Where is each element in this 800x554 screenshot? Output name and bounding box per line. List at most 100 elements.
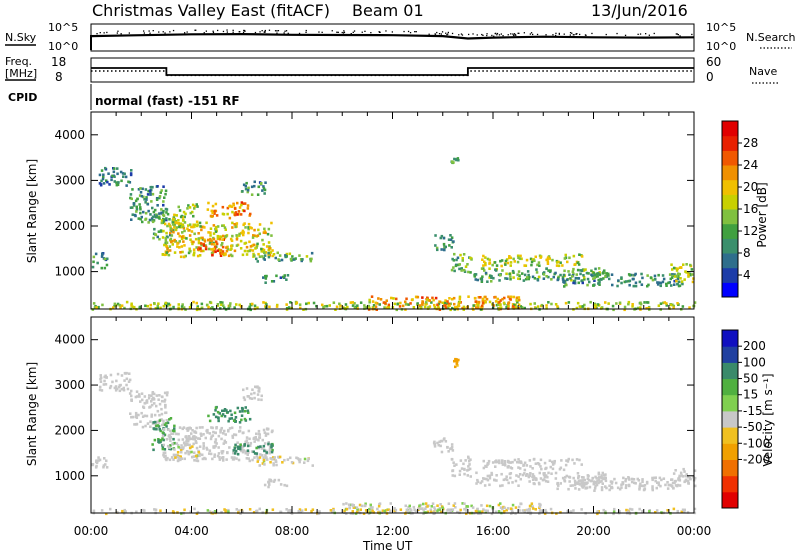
echo-cell <box>585 271 589 275</box>
echo-cell <box>193 507 196 511</box>
echo-cell <box>136 395 139 398</box>
echo-cell <box>162 214 166 217</box>
echo-cell <box>144 218 147 221</box>
echo-cell <box>107 172 110 175</box>
echo-cell <box>155 404 158 408</box>
echo-cell <box>488 276 491 279</box>
echo-cell <box>438 440 441 444</box>
echo-cell <box>263 258 266 261</box>
echo-cell <box>367 304 371 308</box>
echo-cell <box>434 244 437 247</box>
echo-cell <box>158 196 161 200</box>
echo-cell <box>676 277 680 280</box>
echo-cell <box>213 243 216 246</box>
n-sky-point <box>624 34 627 36</box>
echo-cell <box>495 479 498 482</box>
n-sky-point <box>276 32 278 34</box>
echo-cell <box>483 299 487 303</box>
echo-cell <box>492 276 495 280</box>
echo-cell <box>528 504 532 508</box>
echo-cell <box>156 185 159 188</box>
echo-cell <box>438 508 442 512</box>
echo-cell <box>250 397 254 400</box>
echo-cell <box>267 253 270 257</box>
echo-cell <box>247 429 251 433</box>
echo-cell <box>240 406 244 410</box>
echo-cell <box>161 444 164 447</box>
echo-cell <box>631 303 634 306</box>
echo-cell <box>515 474 518 477</box>
colorbar-swatch <box>722 459 738 477</box>
echo-cell <box>580 255 584 258</box>
echo-cell <box>157 398 160 401</box>
echo-cell <box>456 364 459 367</box>
echo-cell <box>247 451 250 454</box>
echo-cell <box>451 449 455 452</box>
colorbar-tick-label: 20 <box>743 180 758 194</box>
echo-cell <box>105 512 108 516</box>
echo-cell <box>120 304 124 307</box>
n-sky-point <box>441 31 444 33</box>
echo-cell <box>204 247 208 251</box>
echo-cell <box>270 443 273 446</box>
echo-cell <box>92 260 95 264</box>
echo-cell <box>575 273 578 276</box>
echo-cell <box>343 509 346 513</box>
echo-cell <box>165 438 169 441</box>
echo-cell <box>164 411 167 415</box>
echo-cell <box>128 378 132 382</box>
echo-cell <box>262 276 265 279</box>
echo-cell <box>476 507 479 511</box>
echo-cell <box>580 508 583 511</box>
echo-cell <box>258 464 261 467</box>
echo-cell <box>436 441 439 445</box>
echo-cell <box>210 426 213 429</box>
echo-cell <box>268 446 272 449</box>
echo-cell <box>257 389 260 393</box>
echo-cell <box>634 272 637 276</box>
echo-cell <box>117 181 120 184</box>
echo-cell <box>353 306 357 310</box>
echo-cell <box>231 221 234 225</box>
echo-cell <box>492 304 495 307</box>
echo-cell <box>595 483 599 487</box>
echo-cell <box>377 504 381 508</box>
echo-cell <box>163 451 167 454</box>
echo-cell <box>666 487 670 490</box>
echo-cell <box>518 509 521 512</box>
echo-cell <box>560 459 563 462</box>
echo-cell <box>553 459 556 463</box>
echo-cell <box>130 394 133 398</box>
time-tick-label: 00:00 <box>74 524 109 538</box>
echo-cell <box>474 278 477 281</box>
echo-cell <box>628 507 632 511</box>
echo-cell <box>163 400 166 403</box>
echo-cell <box>188 446 192 450</box>
echo-cell <box>162 304 166 308</box>
echo-cell <box>387 303 391 307</box>
echo-cell <box>184 254 187 258</box>
echo-cell <box>129 173 133 177</box>
echo-cell <box>240 448 244 451</box>
echo-cell <box>184 435 187 439</box>
echo-cell <box>485 504 489 508</box>
echo-cell <box>486 478 490 482</box>
echo-cell <box>168 458 172 462</box>
range-tick-label: 1000 <box>54 469 85 483</box>
echo-cell <box>434 296 438 300</box>
echo-cell <box>641 480 644 484</box>
echo-cell <box>463 306 466 310</box>
echo-cell <box>511 269 515 273</box>
echo-cell <box>417 507 420 510</box>
echo-cell <box>209 437 213 441</box>
echo-cell <box>207 231 210 234</box>
echo-cell <box>575 458 579 461</box>
echo-cell <box>610 273 614 276</box>
echo-cell <box>583 303 586 307</box>
echo-cell <box>243 209 246 213</box>
echo-cell <box>451 257 454 261</box>
echo-cell <box>246 409 250 413</box>
echo-cell <box>601 471 604 475</box>
echo-cell <box>523 264 526 267</box>
echo-cell <box>458 263 461 266</box>
